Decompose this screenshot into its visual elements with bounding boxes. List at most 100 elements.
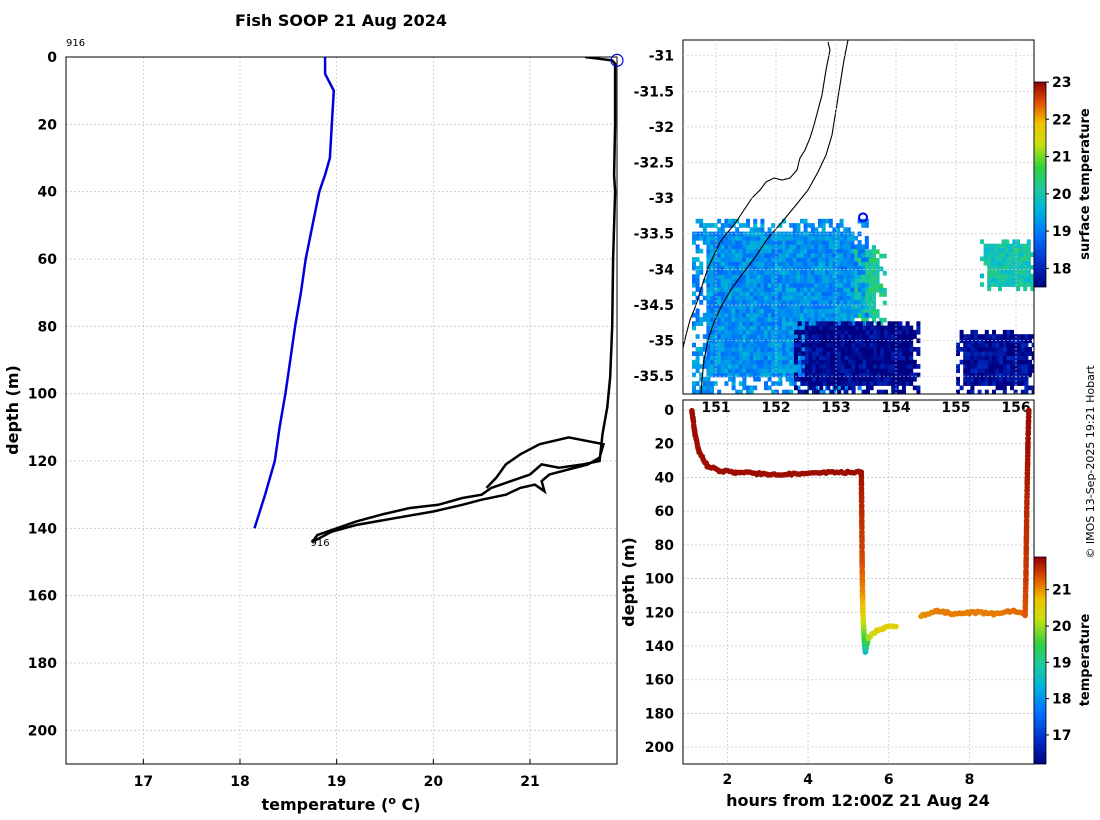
coastline (683, 41, 831, 349)
rb-ytick-6: 120 (645, 605, 674, 621)
left-xtick-0: 17 (134, 774, 153, 790)
sst-cb-tick-1: 19 (1052, 224, 1071, 240)
rb-ytick-8: 160 (645, 673, 674, 689)
sst-region-cool-core (794, 321, 921, 394)
rb-x-axis-label: hours from 12:00Z 21 Aug 24 (726, 791, 990, 810)
sst-cb-tick-3: 21 (1052, 150, 1071, 166)
sst-region-south-east-cool (956, 329, 1034, 394)
rb-ytick-7: 140 (645, 639, 674, 655)
left-ytick-9: 180 (28, 656, 57, 672)
temp-cb-tick-0: 17 (1052, 728, 1071, 744)
shelf-contour (700, 40, 849, 394)
left-xtick-1: 18 (230, 774, 249, 790)
map-xtick-5: 156 (1001, 400, 1030, 416)
annotation-bottom: 916 (311, 538, 330, 549)
data-point (1025, 435, 1031, 442)
data-point (1023, 567, 1029, 574)
map-xtick-2: 153 (821, 400, 850, 416)
left-ytick-6: 120 (28, 454, 57, 470)
temp-cb-tick-2: 19 (1052, 655, 1071, 671)
map-position-marker (858, 212, 868, 223)
left-ytick-1: 20 (38, 117, 58, 133)
rb-xtick-0: 2 (723, 772, 733, 788)
map-ytick-2: -32 (649, 120, 674, 136)
start-position-marker (610, 53, 624, 67)
watermark: © IMOS 13-Sep-2025 19:21 Hobart (1084, 365, 1097, 559)
rb-xtick-2: 6 (884, 772, 894, 788)
data-point (858, 498, 865, 505)
left-plot-frame (65, 56, 618, 765)
sst-colorbar-ticks: 18 19 20 21 22 23 (1046, 75, 1072, 277)
rb-ytick-1: 20 (655, 437, 675, 453)
map-ytick-8: -35 (649, 334, 674, 350)
left-x-axis-label: temperature (o C) (261, 794, 420, 814)
left-ytick-2: 40 (38, 185, 58, 201)
sst-cb-tick-5: 23 (1052, 75, 1071, 91)
rb-xtick-1: 4 (803, 772, 813, 788)
reference-profile-line (253, 57, 336, 529)
temp-cb-tick-1: 18 (1052, 692, 1071, 708)
map-xtick-1: 152 (761, 400, 790, 416)
rb-xtick-3: 8 (965, 772, 975, 788)
left-ytick-4: 80 (38, 319, 58, 335)
sst-colorbar (1033, 81, 1047, 288)
rb-ytick-3: 60 (655, 504, 675, 520)
segment-plateau-40m (732, 468, 864, 478)
rb-ytick-2: 40 (655, 470, 675, 486)
segment-deep-plunge (858, 469, 899, 655)
map-ytick-0: -31 (649, 49, 674, 65)
map-ytick-9: -35.5 (634, 369, 674, 385)
left-ytick-10: 200 (28, 723, 57, 739)
left-ytick-8: 160 (28, 589, 57, 605)
sst-colorbar-label: surface temperature (1078, 108, 1093, 260)
depth-time-points (689, 407, 1032, 655)
rb-ytick-9: 180 (645, 706, 674, 722)
left-tick-labels: 17 18 19 20 21 0 20 40 60 80 100 120 140 160 180 200 (28, 50, 540, 790)
map-ytick-6: -34 (649, 262, 675, 278)
rb-plot-frame (682, 399, 1035, 765)
left-grid (66, 56, 617, 764)
sst-region-east-patch (980, 239, 1034, 292)
map-xtick-4: 155 (941, 400, 970, 416)
temp-cb-tick-3: 20 (1052, 619, 1072, 635)
map-xtick-3: 154 (881, 400, 910, 416)
map-xtick-0: 151 (701, 400, 730, 416)
left-ytick-0: 0 (47, 50, 57, 66)
left-ytick-5: 100 (28, 387, 57, 403)
temp-colorbar-label: temperature (1078, 614, 1093, 707)
left-xtick-4: 21 (520, 774, 539, 790)
sst-cb-tick-4: 22 (1052, 112, 1071, 128)
segment-descent (689, 407, 739, 476)
rb-ytick-4: 80 (655, 538, 675, 554)
left-y-axis-label: depth (m) (3, 365, 22, 455)
map-ytick-7: -34.5 (634, 298, 674, 314)
data-point (893, 623, 899, 630)
temp-colorbar (1033, 556, 1047, 765)
rb-ytick-10: 200 (645, 740, 674, 756)
chart-title: Fish SOOP 21 Aug 2024 (235, 11, 447, 30)
rb-ytick-0: 0 (664, 403, 674, 419)
sst-cb-tick-0: 18 (1052, 261, 1071, 277)
map-ytick-1: -31.5 (634, 84, 674, 100)
annotation-top: 916 (66, 38, 85, 49)
temp-colorbar-ticks: 17 18 19 20 21 (1046, 583, 1072, 744)
temp-cb-tick-4: 21 (1052, 583, 1071, 599)
fish-trace-line (311, 57, 617, 543)
sst-cb-tick-2: 20 (1052, 187, 1072, 203)
left-ytick-7: 140 (28, 521, 57, 537)
segment-deep-plateau (918, 607, 1027, 620)
map-ytick-5: -33.5 (634, 227, 674, 243)
left-ytick-3: 60 (38, 252, 58, 268)
left-xtick-2: 19 (327, 774, 346, 790)
rb-y-axis-label: depth (m) (619, 537, 638, 627)
data-point (1026, 407, 1032, 414)
map-ytick-3: -32.5 (634, 156, 674, 172)
map-tick-labels: 151 152 153 154 155 156 -31 -31.5 -32 -32.5 -33 -33… (634, 40, 1034, 416)
segment-ascent (1022, 407, 1032, 619)
left-xtick-3: 20 (424, 774, 444, 790)
rb-ytick-5: 100 (645, 572, 674, 588)
rb-grid (683, 400, 1034, 764)
sst-field (692, 218, 1034, 394)
